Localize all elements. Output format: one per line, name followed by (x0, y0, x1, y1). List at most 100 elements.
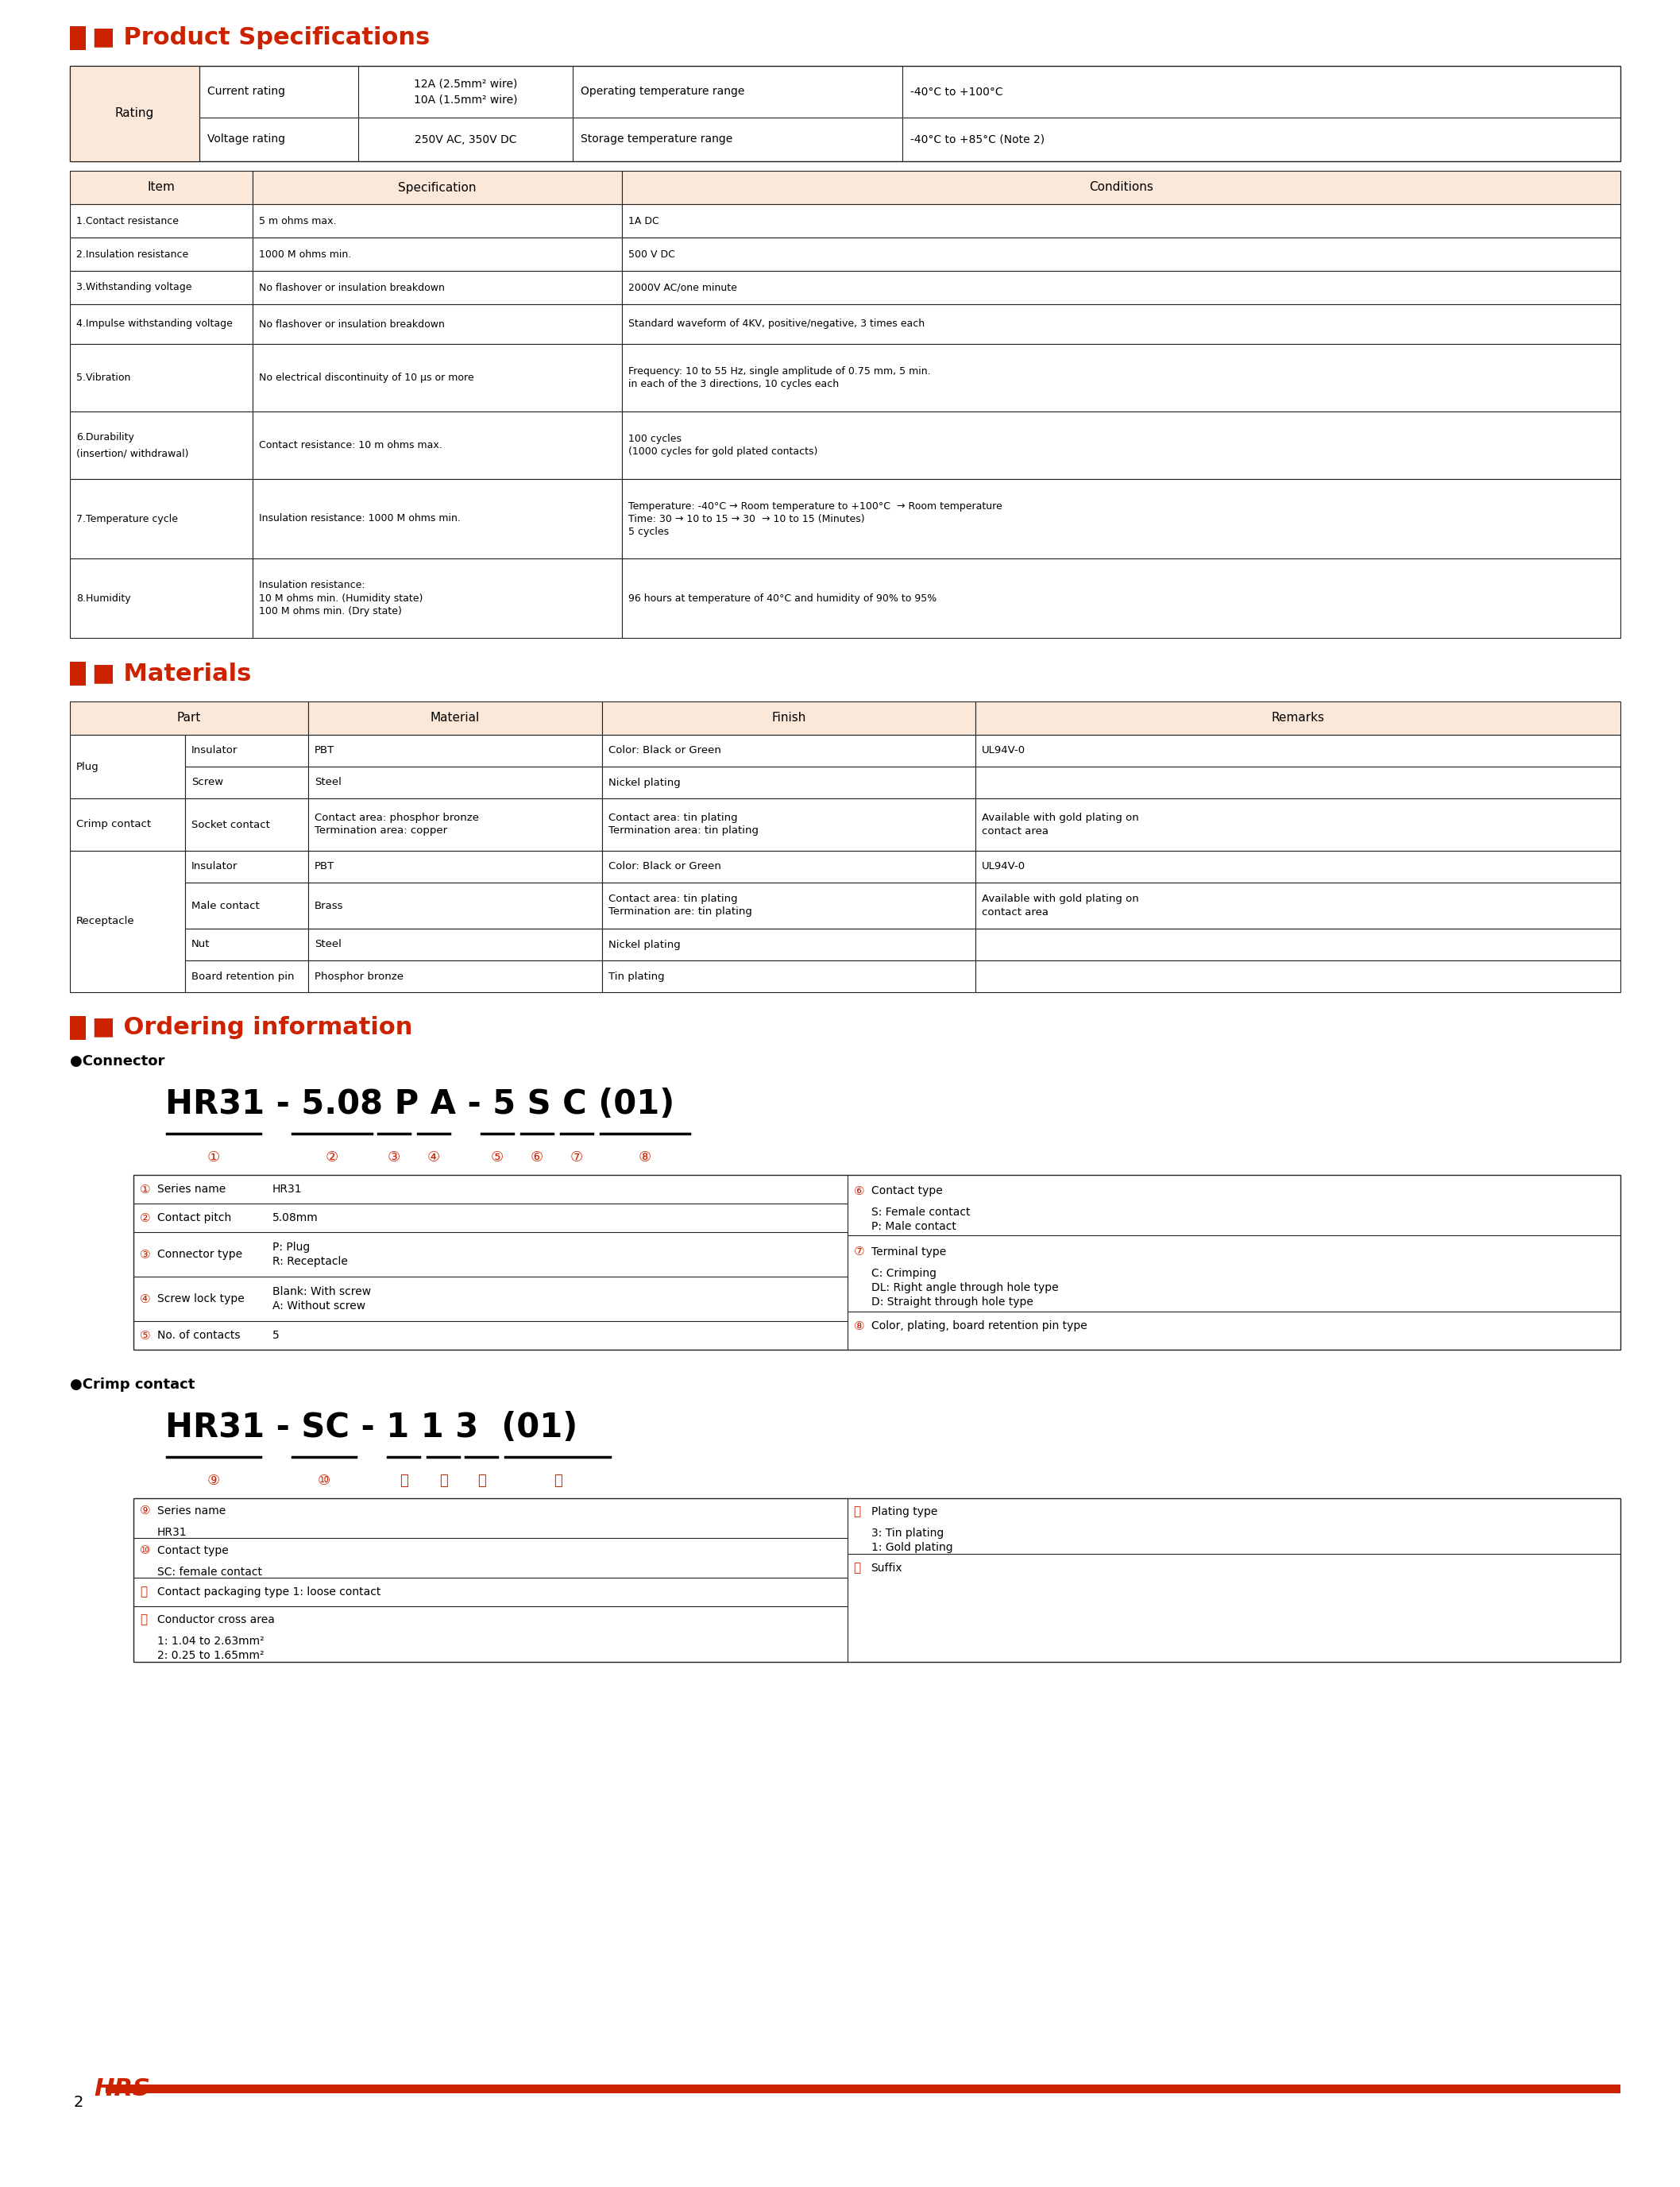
Text: ②: ② (139, 1212, 151, 1225)
Text: PBT: PBT (314, 862, 334, 873)
Text: Blank: With screw: Blank: With screw (272, 1286, 371, 1297)
Bar (185, 798, 307, 851)
Text: Part: Part (176, 713, 202, 724)
Text: D: Straight through hole type: D: Straight through hole type (870, 1297, 1033, 1308)
Text: ⑨: ⑨ (207, 1474, 220, 1487)
Text: Insulator: Insulator (192, 862, 239, 873)
Text: 8.Humidity: 8.Humidity (76, 593, 131, 604)
Text: ④: ④ (139, 1293, 151, 1306)
Bar (185, 884, 307, 929)
Text: Brass: Brass (314, 901, 343, 910)
Text: ⑤: ⑤ (139, 1330, 151, 1341)
Bar (252, 479, 622, 558)
Text: R: Receptacle: R: Receptacle (272, 1255, 348, 1266)
Bar (106, 2084, 1621, 2093)
Text: Contact packaging type 1: loose contact: Contact packaging type 1: loose contact (158, 1586, 381, 1597)
Text: Item: Item (148, 182, 175, 192)
Text: ●Connector: ●Connector (71, 1054, 165, 1069)
Text: Contact type: Contact type (158, 1546, 228, 1557)
Bar (622, 343, 1621, 411)
Text: 5 cycles: 5 cycles (628, 527, 669, 536)
Text: -40°C to +85°C (Note 2): -40°C to +85°C (Note 2) (911, 133, 1045, 144)
Text: Series name: Series name (158, 1505, 225, 1516)
Bar (252, 203, 622, 238)
Text: Time: 30 → 10 to 15 → 30  → 10 to 15 (Minutes): Time: 30 → 10 to 15 → 30 → 10 to 15 (Min… (628, 514, 865, 525)
Text: Receptacle: Receptacle (76, 916, 134, 927)
Bar (622, 558, 1621, 639)
Bar (976, 768, 1621, 798)
Text: ①: ① (139, 1183, 151, 1194)
Text: contact area: contact area (981, 827, 1048, 835)
Text: Male contact: Male contact (192, 901, 259, 910)
Bar (71, 1017, 86, 1039)
Text: Contact area: tin plating: Contact area: tin plating (608, 894, 738, 905)
Bar (71, 851, 185, 993)
Bar (252, 304, 622, 343)
Text: 2: 2 (74, 2095, 84, 2110)
Text: ⑩: ⑩ (139, 1544, 151, 1557)
Bar (252, 558, 622, 639)
Bar (71, 479, 252, 558)
Text: 2: 0.25 to 1.65mm²: 2: 0.25 to 1.65mm² (158, 1649, 264, 1662)
Bar (976, 960, 1621, 993)
Text: DL: Right angle through hole type: DL: Right angle through hole type (870, 1282, 1058, 1293)
Text: 1A DC: 1A DC (628, 217, 659, 225)
Text: Steel: Steel (314, 940, 341, 949)
Text: 250V AC, 350V DC: 250V AC, 350V DC (415, 133, 516, 144)
Text: Available with gold plating on: Available with gold plating on (981, 814, 1139, 822)
Bar (71, 171, 252, 203)
Text: ⑤: ⑤ (491, 1150, 504, 1166)
Text: No flashover or insulation breakdown: No flashover or insulation breakdown (259, 282, 445, 293)
Bar (601, 851, 976, 884)
Text: 10A (1.5mm² wire): 10A (1.5mm² wire) (413, 94, 517, 105)
Text: ⑥: ⑥ (531, 1150, 543, 1166)
Text: (1000 cycles for gold plated contacts): (1000 cycles for gold plated contacts) (628, 446, 818, 457)
Text: 100 cycles: 100 cycles (628, 433, 682, 444)
Bar (185, 851, 307, 884)
Bar (307, 768, 601, 798)
Text: ●Crimp contact: ●Crimp contact (71, 1378, 195, 1391)
Text: 96 hours at temperature of 40°C and humidity of 90% to 95%: 96 hours at temperature of 40°C and humi… (628, 593, 937, 604)
Bar (133, 1498, 1621, 1662)
Text: No. of contacts: No. of contacts (158, 1330, 240, 1341)
Text: ⑦: ⑦ (853, 1247, 865, 1258)
Text: in each of the 3 directions, 10 cycles each: in each of the 3 directions, 10 cycles e… (628, 378, 838, 389)
Text: 2000V AC/one minute: 2000V AC/one minute (628, 282, 738, 293)
Text: ①: ① (207, 1150, 220, 1166)
Bar (71, 66, 1621, 162)
Bar (622, 411, 1621, 479)
Text: Connector type: Connector type (158, 1249, 242, 1260)
Text: Tin plating: Tin plating (608, 971, 665, 982)
Text: C: Crimping: C: Crimping (870, 1268, 936, 1279)
Text: UL94V-0: UL94V-0 (981, 746, 1025, 757)
Bar (71, 304, 252, 343)
Text: Standard waveform of 4KV, positive/negative, 3 times each: Standard waveform of 4KV, positive/negat… (628, 319, 924, 330)
Text: Termination area: copper: Termination area: copper (314, 827, 447, 835)
Text: ⑥: ⑥ (853, 1185, 865, 1196)
Bar (252, 171, 622, 203)
Text: Steel: Steel (314, 776, 341, 787)
Text: ⑨: ⑨ (139, 1505, 151, 1518)
Bar (976, 798, 1621, 851)
Bar (71, 798, 185, 851)
Text: Terminal type: Terminal type (870, 1247, 946, 1258)
Text: Material: Material (430, 713, 480, 724)
Text: ③: ③ (388, 1150, 400, 1166)
Bar (252, 238, 622, 271)
Bar (307, 735, 601, 768)
Text: ⑭: ⑭ (853, 1562, 860, 1575)
Text: Contact type: Contact type (870, 1185, 942, 1196)
Bar (976, 884, 1621, 929)
Bar (601, 768, 976, 798)
Text: Nut: Nut (192, 940, 210, 949)
Bar (252, 343, 622, 411)
Text: 500 V DC: 500 V DC (628, 249, 675, 260)
Text: Suffix: Suffix (870, 1562, 902, 1575)
Text: ③: ③ (139, 1249, 151, 1260)
Text: Insulator: Insulator (192, 746, 239, 757)
Text: Nickel plating: Nickel plating (608, 940, 680, 949)
Bar (71, 735, 185, 798)
Text: UL94V-0: UL94V-0 (981, 862, 1025, 873)
Text: 100 M ohms min. (Dry state): 100 M ohms min. (Dry state) (259, 606, 402, 617)
Text: ⑦: ⑦ (570, 1150, 583, 1166)
